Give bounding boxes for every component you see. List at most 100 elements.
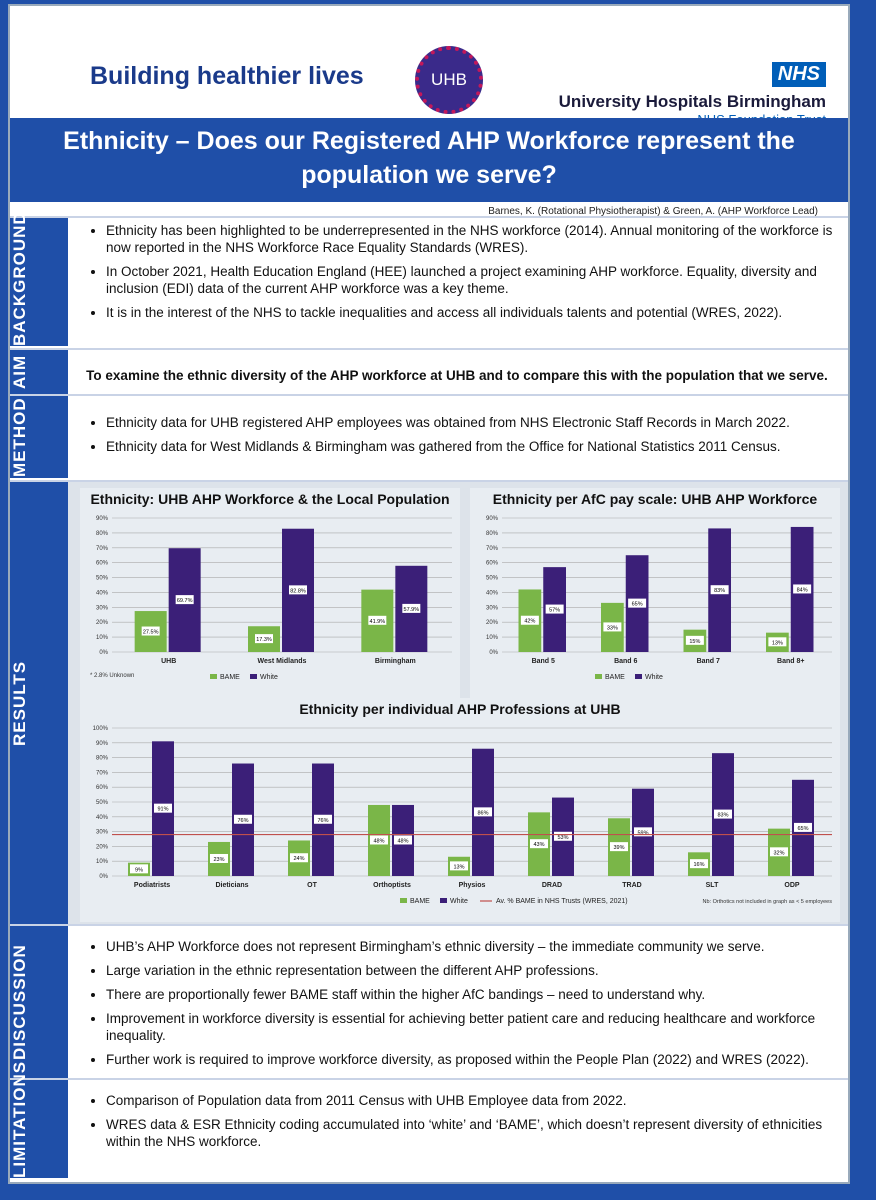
y-tick-label: 40%: [486, 590, 499, 596]
y-tick-label: 10%: [96, 635, 109, 641]
value-label: 17.3%: [256, 637, 272, 643]
bullet: Comparison of Population data from 2011 …: [106, 1092, 842, 1109]
bullet-list: UHB’s AHP Workforce does not represent B…: [72, 938, 842, 1068]
y-tick-label: 80%: [96, 531, 109, 537]
bullet: Ethnicity data for West Midlands & Birmi…: [106, 438, 842, 455]
section: LIMITATIONS Comparison of Population data…: [10, 1061, 848, 1178]
legend-swatch: [595, 674, 602, 679]
value-label: 41.9%: [370, 619, 386, 625]
x-tick-label: Podiatrists: [134, 882, 170, 889]
value-label: 15%: [689, 639, 700, 645]
legend-label: White: [645, 674, 663, 681]
y-tick-label: 80%: [486, 531, 499, 537]
y-tick-label: 60%: [96, 785, 109, 791]
value-label: 57%: [549, 608, 560, 614]
bullet-list: Comparison of Population data from 2011 …: [72, 1092, 842, 1150]
legend-swatch: [250, 674, 257, 679]
section-label: RESULTS: [10, 482, 68, 924]
value-label-bg: [210, 853, 228, 863]
y-tick-label: 40%: [96, 815, 109, 821]
y-tick-label: 70%: [96, 770, 109, 776]
value-label-bg: [314, 814, 332, 824]
authors: Barnes, K. (Rotational Physiotherapist) …: [488, 206, 818, 217]
section: DISCUSSION UHB’s AHP Workforce does not r…: [10, 924, 848, 1078]
value-label-bg: [545, 604, 564, 614]
section-label: BACKGROUND: [10, 211, 68, 346]
y-tick-label: 10%: [486, 635, 499, 641]
org-name: University Hospitals Birmingham: [558, 92, 826, 111]
legend-label: BAME: [410, 898, 430, 905]
y-tick-label: 20%: [96, 620, 109, 626]
value-label: 57.9%: [404, 607, 420, 613]
bullet: It is in the interest of the NHS to tack…: [106, 304, 842, 321]
legend-label: BAME: [220, 674, 240, 681]
y-tick-label: 0%: [99, 874, 108, 880]
bullet: WRES data & ESR Ethnicity coding accumul…: [106, 1116, 842, 1150]
section-body: Ethnicity has been highlighted to be und…: [72, 222, 842, 328]
legend-swatch: [210, 674, 217, 679]
x-tick-label: Band 8+: [777, 658, 804, 665]
bullet: Further work is required to improve work…: [106, 1051, 842, 1068]
tagline: Building healthier lives: [90, 62, 364, 90]
header: Building healthier lives UHB NHS Univers…: [10, 6, 848, 127]
y-tick-label: 70%: [486, 546, 499, 552]
value-label-bg: [368, 615, 387, 625]
value-label-bg: [520, 615, 539, 625]
value-label-bg: [450, 861, 468, 871]
value-label-bg: [175, 595, 194, 605]
value-label: 16%: [693, 862, 704, 868]
x-tick-label: Birmingham: [375, 658, 416, 665]
value-label: 76%: [237, 818, 248, 824]
y-tick-label: 90%: [486, 516, 499, 522]
value-label-bg: [685, 635, 704, 645]
x-tick-label: Physios: [459, 882, 486, 889]
value-label: 33%: [607, 625, 618, 631]
value-label: 42%: [524, 619, 535, 625]
value-label: 65%: [797, 826, 808, 832]
section-body: Comparison of Population data from 2011 …: [72, 1092, 842, 1157]
value-label-bg: [130, 864, 148, 874]
y-tick-label: 20%: [96, 844, 109, 850]
value-label: 82.8%: [290, 588, 306, 594]
section: METHOD Ethnicity data for UHB registered …: [10, 394, 848, 478]
value-label-bg: [610, 842, 628, 852]
value-label: 91%: [157, 807, 168, 813]
y-tick-label: 30%: [486, 605, 499, 611]
legend-swatch: [440, 898, 447, 903]
chart-note: Nb: Orthotics not included in graph as <…: [703, 899, 833, 905]
legend-label: Av. % BAME in NHS Trusts (WRES, 2021): [496, 898, 628, 905]
x-tick-label: Band 5: [532, 658, 555, 665]
value-label: 53%: [557, 835, 568, 841]
chart: Ethnicity per AfC pay scale: UHB AHP Wor…: [470, 488, 840, 698]
chart-title: Ethnicity: UHB AHP Workforce & the Local…: [90, 491, 449, 507]
legend-swatch: [635, 674, 642, 679]
y-tick-label: 20%: [486, 620, 499, 626]
value-label: 32%: [773, 850, 784, 856]
logo: UHB: [415, 46, 483, 114]
legend-swatch: [400, 898, 407, 903]
value-label: 9%: [135, 867, 143, 873]
value-label-bg: [141, 626, 160, 636]
value-label-bg: [768, 637, 787, 647]
value-label: 13%: [453, 864, 464, 870]
section-body: Ethnicity data for UHB registered AHP em…: [72, 414, 842, 462]
value-label-bg: [794, 822, 812, 832]
y-tick-label: 100%: [93, 726, 109, 732]
section-body: To examine the ethnic diversity of the A…: [72, 354, 842, 383]
y-tick-label: 30%: [96, 830, 109, 836]
section-label: DISCUSSION: [10, 926, 68, 1078]
chart: Ethnicity: UHB AHP Workforce & the Local…: [80, 488, 460, 698]
x-tick-label: SLT: [706, 882, 719, 889]
value-label-bg: [234, 814, 252, 824]
value-label-bg: [402, 603, 421, 613]
y-tick-label: 50%: [96, 576, 109, 582]
legend-label: White: [450, 898, 468, 905]
y-tick-label: 60%: [96, 561, 109, 567]
value-label: 83%: [717, 813, 728, 819]
value-label-bg: [289, 585, 307, 595]
section: AIM To examine the ethnic diversity of th…: [10, 348, 848, 394]
value-label: 59%: [637, 830, 648, 836]
value-label: 48%: [397, 838, 408, 844]
x-tick-label: West Midlands: [258, 658, 307, 665]
bullet: Ethnicity has been highlighted to be und…: [106, 222, 842, 256]
